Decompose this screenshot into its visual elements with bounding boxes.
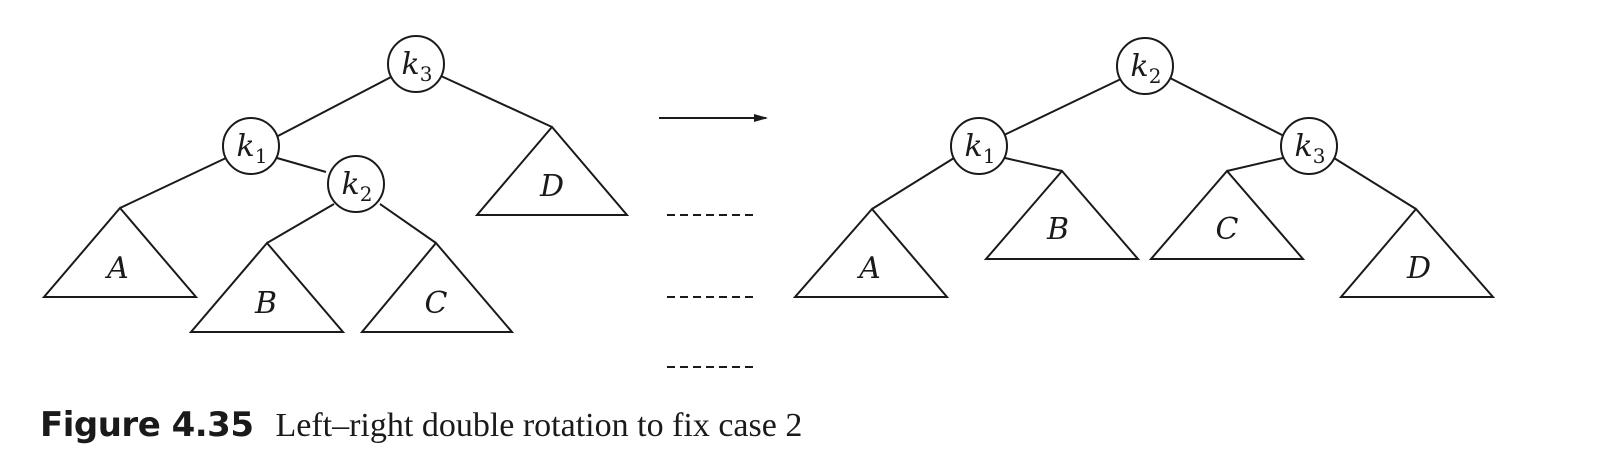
subtree-d-after — [1338, 207, 1496, 298]
node-k3-before: k3 — [387, 35, 445, 93]
node-k2-after: k2 — [1116, 37, 1174, 95]
edge-k2-k3 — [1169, 77, 1285, 137]
node-k2-before: k2 — [327, 155, 385, 213]
svg-text:k2: k2 — [1131, 49, 1162, 88]
subtree-label-d: D — [539, 169, 564, 204]
subtree-b-after — [983, 169, 1141, 260]
edge-k3-c-after — [1226, 157, 1284, 172]
svg-text:k2: k2 — [342, 167, 373, 206]
subtree-label-a: A — [104, 251, 129, 286]
edge-k1-a-after — [871, 157, 955, 210]
subtree-a-before — [41, 206, 199, 298]
edge-k3-d-after — [1333, 157, 1417, 210]
edge-k1-A — [119, 157, 227, 209]
edge-k3-k1 — [275, 75, 394, 138]
edge-k1-b-after — [1004, 157, 1063, 172]
node-k3-after: k3 — [1280, 117, 1338, 175]
edge-k1-k2 — [276, 157, 327, 173]
node-k1-before: k1 — [222, 117, 280, 175]
edge-k3-D — [440, 75, 553, 128]
subtree-label-c-after: C — [1216, 212, 1239, 247]
svg-text:k1: k1 — [237, 129, 268, 168]
subtree-c-after — [1148, 169, 1306, 260]
subtree-label-b-after: B — [1046, 212, 1069, 247]
after-tree: A B C D k2 k1 k3 — [792, 37, 1496, 298]
node-k1-after: k1 — [950, 117, 1008, 175]
figure-caption: Figure 4.35 Left–right double rotation to… — [40, 405, 802, 455]
edge-k2-C — [379, 203, 437, 244]
svg-text:k3: k3 — [402, 47, 433, 86]
svg-text:k3: k3 — [1295, 129, 1326, 168]
subtree-label-d-after: D — [1406, 251, 1431, 286]
subtree-a-after — [792, 207, 950, 298]
figure-caption-text: Left–right double rotation to fix case 2 — [275, 407, 803, 444]
figure-number: Figure 4.35 — [40, 405, 254, 445]
svg-text:k1: k1 — [965, 129, 996, 168]
edge-k2-B — [266, 203, 335, 244]
subtree-c-before — [359, 241, 515, 333]
subtree-label-b: B — [254, 286, 277, 321]
subtree-b-before — [188, 241, 346, 333]
subtree-label-c: C — [425, 286, 448, 321]
rotation-diagram: D A B C k3 k1 k2 A — [41, 35, 1496, 368]
subtree-d-before — [474, 125, 630, 216]
subtree-label-a-after: A — [856, 251, 881, 286]
before-tree: D A B C k3 k1 k2 — [41, 35, 630, 333]
edge-k2-k1 — [1001, 77, 1124, 137]
